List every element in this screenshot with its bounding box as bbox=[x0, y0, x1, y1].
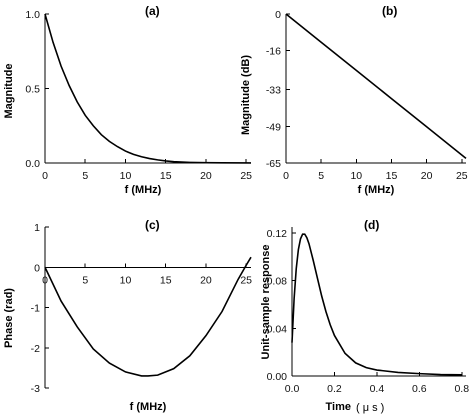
y-tick-label: 0.00 bbox=[267, 371, 288, 383]
x-tick-label: 0.6 bbox=[412, 383, 427, 395]
x-tick-label: 5 bbox=[82, 274, 88, 286]
y-tick-label: 1 bbox=[34, 222, 40, 234]
y-tick-label: 0 bbox=[34, 262, 40, 274]
y-tick-label: -33 bbox=[266, 85, 281, 97]
y-tick-label: 0.08 bbox=[267, 276, 288, 288]
x-tick-label: 25 bbox=[240, 170, 252, 182]
y-tick-label: -2 bbox=[31, 343, 40, 355]
x-tick-label: 0 bbox=[42, 274, 48, 286]
panel-d-xlabel: Time bbox=[326, 401, 351, 413]
x-tick-label: 10 bbox=[120, 274, 132, 286]
panel-c-ylabel: Phase (rad) bbox=[3, 288, 15, 348]
y-tick-label: 0.0 bbox=[25, 158, 40, 170]
panel-a-ylabel: Magnitude bbox=[3, 64, 15, 119]
x-tick-label: 20 bbox=[200, 274, 212, 286]
panel-d-xunit: ( μ s ) bbox=[356, 402, 384, 414]
panel-b-ylabel: Magnitude (dB) bbox=[240, 55, 252, 135]
panel-d-ylabel: Unit-sample response bbox=[260, 245, 272, 360]
panel-c: (c) f (MHz) Phase (rad) 0 5 10 15 20 2510-1-2… bbox=[3, 218, 252, 413]
x-tick-label: 15 bbox=[160, 274, 172, 286]
x-tick-label: 25 bbox=[240, 274, 252, 286]
y-tick-label: 0 bbox=[275, 9, 281, 21]
x-tick-label: 0.4 bbox=[370, 383, 385, 395]
panel-b: (b) f (MHz) Magnitude (dB) 0 5 10 15 20 25 0 -1… bbox=[240, 4, 468, 196]
panel-a-xlabel: f (MHz) bbox=[125, 184, 162, 196]
x-tick-label: 0.2 bbox=[327, 383, 342, 395]
panel-b-label: (b) bbox=[382, 4, 397, 18]
x-tick-label: 10 bbox=[350, 170, 362, 182]
x-tick-label: 0.8 bbox=[454, 383, 469, 395]
x-tick-label: 20 bbox=[421, 170, 433, 182]
x-tick-label: 0.0 bbox=[285, 383, 300, 395]
series-line bbox=[44, 13, 252, 164]
y-tick-label: -16 bbox=[266, 46, 281, 58]
x-tick-label: 25 bbox=[456, 170, 468, 182]
panel-c-xlabel: f (MHz) bbox=[130, 401, 167, 413]
panel-a-label: (a) bbox=[145, 4, 160, 18]
series-line bbox=[285, 13, 467, 160]
panel-d: (d) Time ( μ s ) Unit-sample response 0.… bbox=[260, 218, 469, 414]
panel-d-label: (d) bbox=[364, 218, 379, 232]
panel-b-xlabel: f (MHz) bbox=[358, 184, 395, 196]
x-tick-label: 5 bbox=[318, 170, 324, 182]
x-tick-label: 5 bbox=[82, 170, 88, 182]
x-tick-label: 15 bbox=[386, 170, 398, 182]
y-tick-label: -1 bbox=[31, 303, 40, 315]
x-tick-label: 0 bbox=[283, 170, 289, 182]
x-tick-label: 15 bbox=[160, 170, 172, 182]
series-line bbox=[44, 256, 252, 377]
y-tick-label: -65 bbox=[266, 158, 281, 170]
y-tick-label: 0.5 bbox=[25, 84, 40, 96]
x-tick-label: 20 bbox=[200, 170, 212, 182]
x-tick-label: 10 bbox=[120, 170, 132, 182]
y-tick-label: 0.12 bbox=[267, 228, 288, 240]
y-tick-label: -3 bbox=[31, 383, 40, 395]
y-tick-label: 0.04 bbox=[267, 323, 288, 335]
y-tick-label: -49 bbox=[266, 121, 281, 133]
x-tick-label: 0 bbox=[42, 170, 48, 182]
y-tick-label: 1.0 bbox=[25, 9, 40, 21]
panel-a: (a) f (MHz) Magnitude 0 5 10 15 20 25 0.0 0.5 1.… bbox=[3, 4, 252, 196]
panel-c-label: (c) bbox=[145, 218, 160, 232]
series-line bbox=[291, 233, 462, 376]
